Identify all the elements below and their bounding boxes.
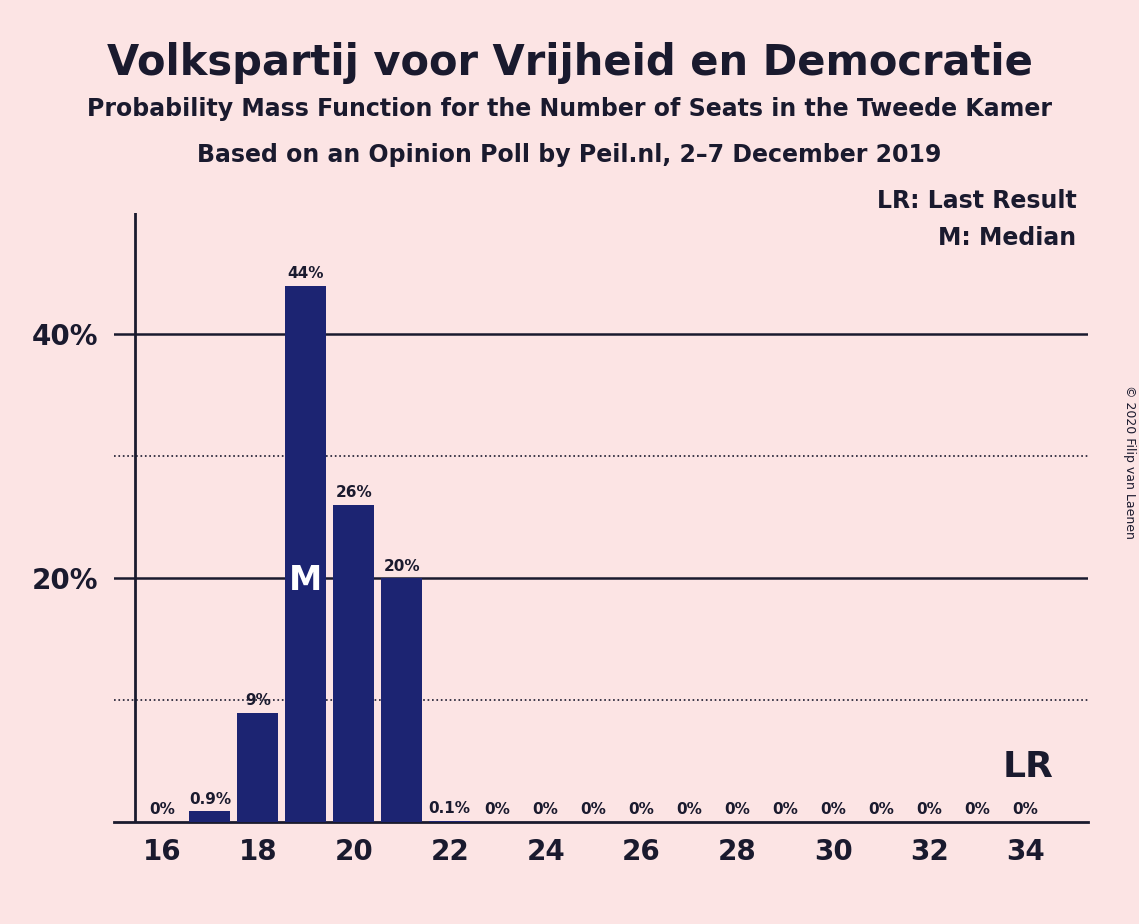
Text: 44%: 44% <box>287 266 323 281</box>
Text: 0.9%: 0.9% <box>189 792 231 807</box>
Text: M: Median: M: Median <box>939 226 1076 250</box>
Text: 0%: 0% <box>965 802 990 818</box>
Text: 26%: 26% <box>335 485 372 501</box>
Bar <box>429 821 470 822</box>
Text: Probability Mass Function for the Number of Seats in the Tweede Kamer: Probability Mass Function for the Number… <box>87 97 1052 121</box>
Text: 20%: 20% <box>384 558 420 574</box>
Text: 0%: 0% <box>629 802 655 818</box>
Text: LR: LR <box>1002 750 1054 784</box>
Text: 0.1%: 0.1% <box>428 801 470 816</box>
Text: Volkspartij voor Vrijheid en Democratie: Volkspartij voor Vrijheid en Democratie <box>107 42 1032 83</box>
Text: 0%: 0% <box>149 802 174 818</box>
Text: 0%: 0% <box>869 802 894 818</box>
Text: 9%: 9% <box>245 693 271 708</box>
Text: 0%: 0% <box>485 802 510 818</box>
Text: 0%: 0% <box>820 802 846 818</box>
Bar <box>286 286 326 822</box>
Bar <box>189 811 230 822</box>
Text: 0%: 0% <box>533 802 558 818</box>
Text: 0%: 0% <box>724 802 751 818</box>
Bar <box>237 712 278 822</box>
Text: M: M <box>289 565 322 597</box>
Text: 0%: 0% <box>1013 802 1039 818</box>
Bar <box>382 578 423 822</box>
Text: 0%: 0% <box>581 802 607 818</box>
Text: 0%: 0% <box>917 802 942 818</box>
Text: © 2020 Filip van Laenen: © 2020 Filip van Laenen <box>1123 385 1137 539</box>
Text: Based on an Opinion Poll by Peil.nl, 2–7 December 2019: Based on an Opinion Poll by Peil.nl, 2–7… <box>197 143 942 167</box>
Text: 0%: 0% <box>677 802 703 818</box>
Text: 0%: 0% <box>772 802 798 818</box>
Bar <box>334 505 374 822</box>
Text: LR: Last Result: LR: Last Result <box>877 189 1076 213</box>
